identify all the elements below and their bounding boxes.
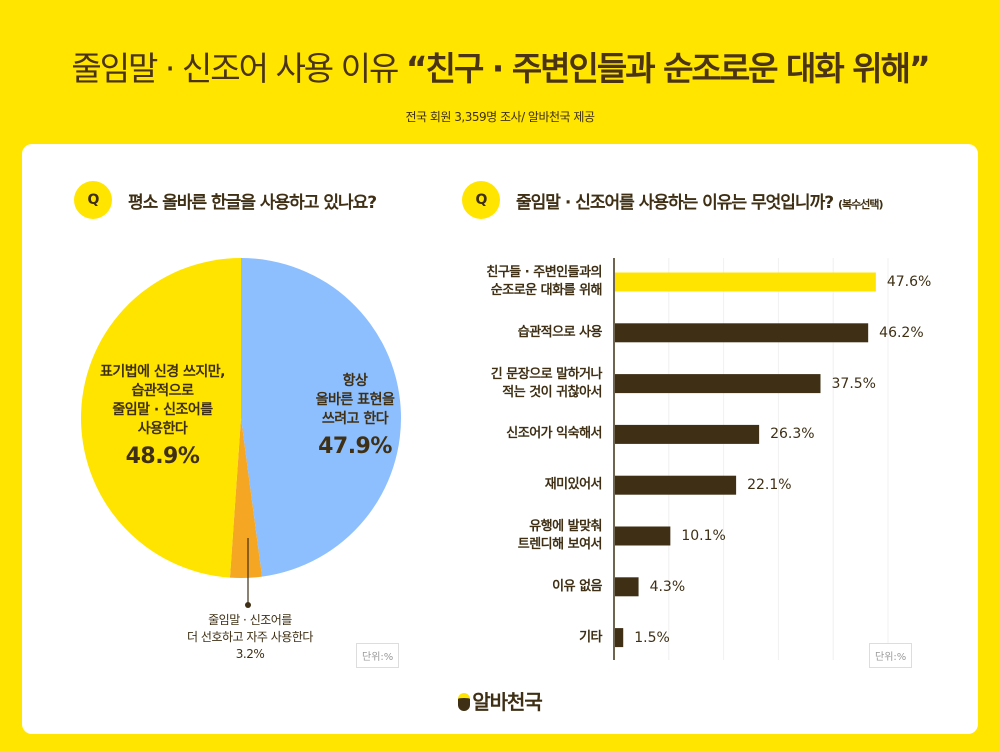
bar-category-label: 습관적으로 사용 (517, 324, 603, 342)
label-line: 줄임말 · 신조어를 (112, 402, 213, 418)
bar (615, 424, 760, 444)
label-line: 재미있어서 (544, 477, 603, 493)
bar (615, 374, 821, 394)
title-plain: 줄임말 · 신조어 사용 이유 (71, 49, 399, 88)
label-line: 줄임말 · 신조어를 (208, 613, 292, 627)
pie-value: 48.9% (125, 444, 200, 469)
subtitle: 전국 회원 3,359명 조사/ 알바천국 제공 (405, 110, 596, 124)
bar (615, 272, 876, 292)
bar (615, 628, 624, 648)
pie-label-always: 항상 올바른 표현을 쓰려고 한다 47.9% (290, 372, 420, 459)
pie-title: 평소 올바른 한글을 사용하고 있나요? (128, 192, 377, 213)
bar (615, 526, 671, 546)
page-title: 줄임말 · 신조어 사용 이유 “친구 · 주변인들과 순조로운 대화 위해” (0, 42, 1000, 90)
bar-value-label: 47.6% (886, 274, 932, 290)
bar-title: 줄임말 · 신조어를 사용하는 이유는 무엇입니까? (516, 192, 834, 213)
pie-question: Q 평소 올바른 한글을 사용하고 있나요? (74, 181, 377, 219)
bar-unit-label: 단위:% (869, 643, 913, 668)
label-line: 습관적으로 사용 (517, 324, 603, 340)
bar (615, 323, 869, 343)
bar-value-label: 10.1% (681, 528, 726, 544)
label-line: 순조로운 대화를 위해 (490, 283, 603, 298)
bar-title-note: (복수선택) (838, 197, 884, 211)
label-line: 표기법에 신경 쓰지만, (100, 364, 226, 380)
pie-slice (81, 258, 242, 578)
pie-value: 47.9% (318, 434, 392, 459)
label-line: 유행에 발맞춰 (529, 519, 602, 534)
bar-category-label: 재미있어서 (544, 476, 603, 494)
pie-unit-label: 단위:% (356, 643, 400, 668)
bar-value-label: 37.5% (831, 375, 876, 392)
q-badge: Q (462, 181, 500, 219)
bar-question: Q 줄임말 · 신조어를 사용하는 이유는 무엇입니까? (복수선택) (462, 181, 884, 219)
bar (615, 475, 737, 495)
label-line: 항상 (342, 373, 368, 389)
label-line: 기타 (579, 629, 602, 645)
label-line: 적는 것이 귀찮아서 (502, 384, 602, 400)
logo-text: 알바천국 (472, 690, 543, 714)
bee-logo-icon (458, 693, 471, 711)
pie-label-habit: 표기법에 신경 쓰지만, 습관적으로 줄임말 · 신조어를 사용한다 48.9% (70, 363, 255, 469)
pie-value: 3.2% (235, 647, 265, 661)
bar-category-label: 이유 없음 (552, 578, 602, 596)
bar-value-label: 46.2% (879, 324, 924, 341)
title-highlight: “친구 · 주변인들과 순조로운 대화 위해” (405, 49, 931, 88)
bar-value-label: 1.5% (634, 629, 670, 646)
q-badge: Q (74, 181, 112, 219)
bar-category-label: 기타 (579, 629, 602, 647)
pie-slice (241, 258, 401, 577)
bar (615, 577, 639, 597)
leader-dot (245, 602, 251, 608)
bar-value-label: 26.3% (770, 426, 815, 443)
label-line: 쓰려고 한다 (321, 411, 389, 427)
bar-value-label: 4.3% (649, 578, 686, 595)
label-line: 올바른 표현을 (315, 392, 395, 408)
bar-category-label: 신조어가 익숙해서 (506, 425, 602, 443)
logo: 알바천국 (0, 686, 1000, 715)
label-line: 더 선호하고 자주 사용한다 (187, 630, 313, 644)
label-line: 친구들 · 주변인들과의 (486, 265, 602, 280)
label-line: 습관적으로 (131, 383, 194, 399)
pie-slice (229, 418, 263, 578)
label-line: 신조어가 익숙해서 (506, 426, 602, 442)
bar-value-label: 22.1% (747, 477, 792, 494)
pie-label-prefer: 줄임말 · 신조어를 더 선호하고 자주 사용한다 3.2% (160, 612, 340, 663)
label-line: 사용한다 (137, 421, 188, 437)
label-line: 이유 없음 (552, 578, 602, 594)
label-line: 트렌디해 보여서 (517, 537, 603, 552)
label-line: 긴 문장으로 말하거나 (490, 366, 603, 382)
